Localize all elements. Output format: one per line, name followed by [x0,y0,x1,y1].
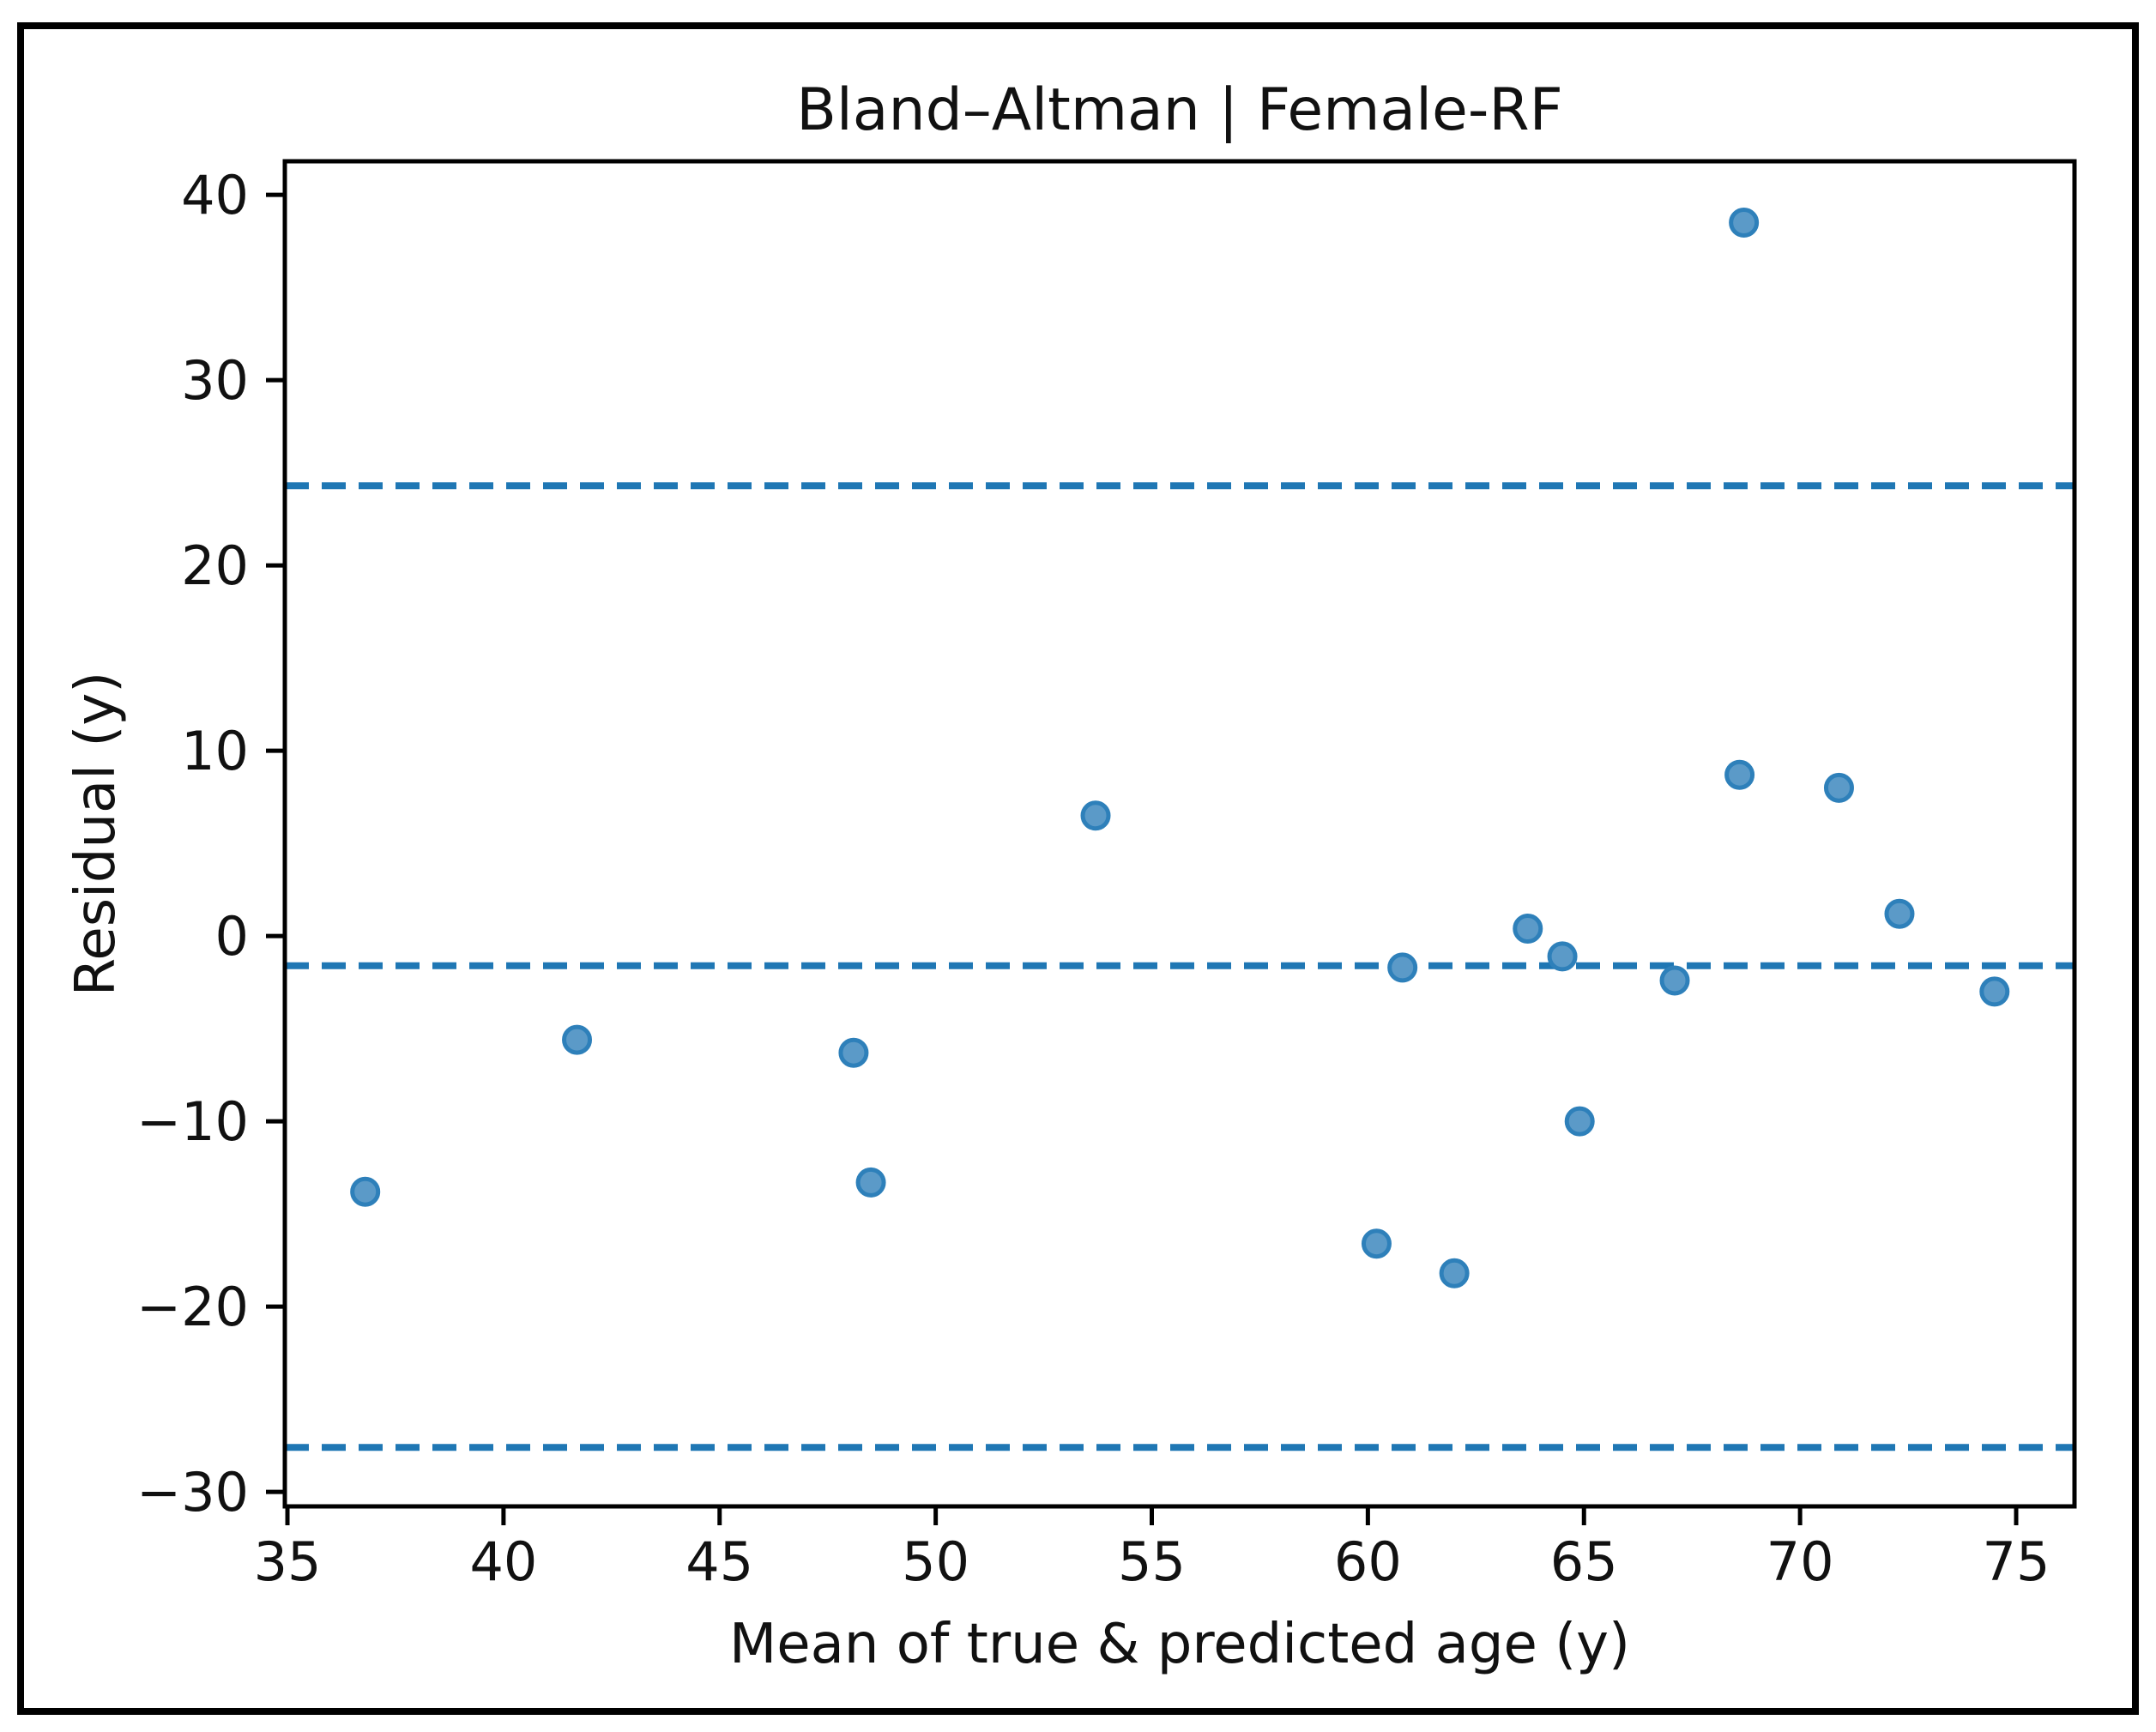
y-tick-label: −10 [136,1090,249,1153]
data-point [1513,913,1543,944]
x-tick-label: 45 [685,1530,753,1593]
data-point [1979,976,2010,1007]
data-point [1361,1228,1392,1259]
y-tick-label: −20 [136,1276,249,1338]
y-axis-label: Residual (y) [63,671,128,997]
data-point [1823,772,1854,803]
y-tick-label: 0 [215,905,249,968]
x-tick-label: 55 [1118,1530,1186,1593]
scatter-points [350,207,2010,1288]
data-point [1439,1258,1470,1288]
x-tick-label: 50 [902,1530,969,1593]
data-point [562,1024,593,1055]
reference-lines [285,482,2074,1451]
data-point [1547,941,1578,972]
data-point [1724,759,1755,790]
x-axis-label: Mean of true & predicted age (y) [729,1613,1630,1676]
y-tick-label: 20 [181,534,249,597]
x-tick-label: 40 [469,1530,537,1593]
y-tick-label: 40 [181,164,249,226]
data-point [1884,898,1915,929]
x-tick-label: 35 [254,1530,322,1593]
y-tick-label: 10 [181,720,249,782]
plot-spines [282,159,2077,1509]
y-tick-label: −30 [136,1461,249,1524]
y-axis-ticks: 40 30 20 10 0 −10 −20 −30 [136,164,285,1524]
x-tick-label: 75 [1983,1530,2050,1593]
y-tick-label: 30 [181,349,249,412]
data-point [1080,800,1111,831]
data-point [1564,1106,1595,1137]
x-axis-ticks: 35 40 45 50 55 60 65 70 75 [254,1506,2050,1593]
data-point [838,1037,869,1068]
x-tick-label: 70 [1766,1530,1834,1593]
x-tick-label: 65 [1550,1530,1618,1593]
data-point [1659,965,1690,996]
data-point [350,1176,381,1207]
data-point [855,1167,886,1198]
x-tick-label: 60 [1334,1530,1402,1593]
chart-title: Bland–Altman | Female-RF [796,76,1563,144]
data-point [1729,207,1760,238]
figure-border-frame [17,22,2139,1715]
data-point [1387,952,1418,983]
